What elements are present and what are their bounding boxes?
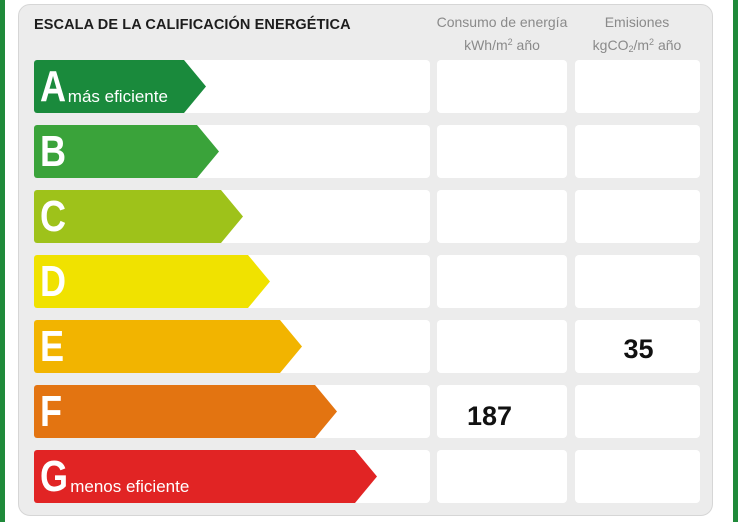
emisiones-cell-f (575, 385, 700, 438)
scale-title: ESCALA DE LA CALIFICACIÓN ENERGÉTICA (34, 17, 351, 33)
consumo-cell-c (437, 190, 567, 243)
consumo-cell-f (437, 385, 567, 438)
consumo-header-line1: Consumo de energía (436, 14, 568, 30)
rating-arrow-c: C (34, 190, 243, 243)
consumo-cell-a (437, 60, 567, 113)
column-header-consumo: Consumo de energía kWh/m2 año (433, 12, 571, 55)
emisiones-cell-g (575, 450, 700, 503)
consumo-cell-d (437, 255, 567, 308)
rating-letter: C (40, 192, 67, 241)
rating-note: menos eficiente (70, 477, 190, 496)
rating-arrow-b: B (34, 125, 219, 178)
rating-arrow-f: F (34, 385, 337, 438)
emisiones-header-unit: kgCO2/m2 año (592, 37, 682, 54)
consumo-value: 187 (466, 401, 513, 431)
rating-letter: A (40, 62, 67, 111)
rating-note: más eficiente (67, 87, 168, 106)
consumo-header-unit: kWh/m2 año (464, 37, 540, 53)
rating-letter: B (40, 127, 67, 176)
rating-arrow-d: D (34, 255, 270, 308)
rating-letter: G (40, 452, 69, 501)
emisiones-value: 35 (623, 334, 654, 364)
emisiones-header-line1: Emisiones (604, 14, 670, 30)
consumo-cell-g (437, 450, 567, 503)
consumo-cell-b (437, 125, 567, 178)
rating-arrow-e: E (34, 320, 302, 373)
emisiones-cell-d (575, 255, 700, 308)
emisiones-cell-c (575, 190, 700, 243)
rating-letter: E (40, 322, 65, 371)
emisiones-cell-a (575, 60, 700, 113)
column-header-emisiones: Emisiones kgCO2/m2 año (571, 12, 703, 59)
emisiones-cell-e (575, 320, 700, 373)
rating-letter: F (40, 387, 63, 436)
emisiones-cell-b (575, 125, 700, 178)
consumo-cell-e (437, 320, 567, 373)
rating-letter: D (40, 257, 67, 306)
